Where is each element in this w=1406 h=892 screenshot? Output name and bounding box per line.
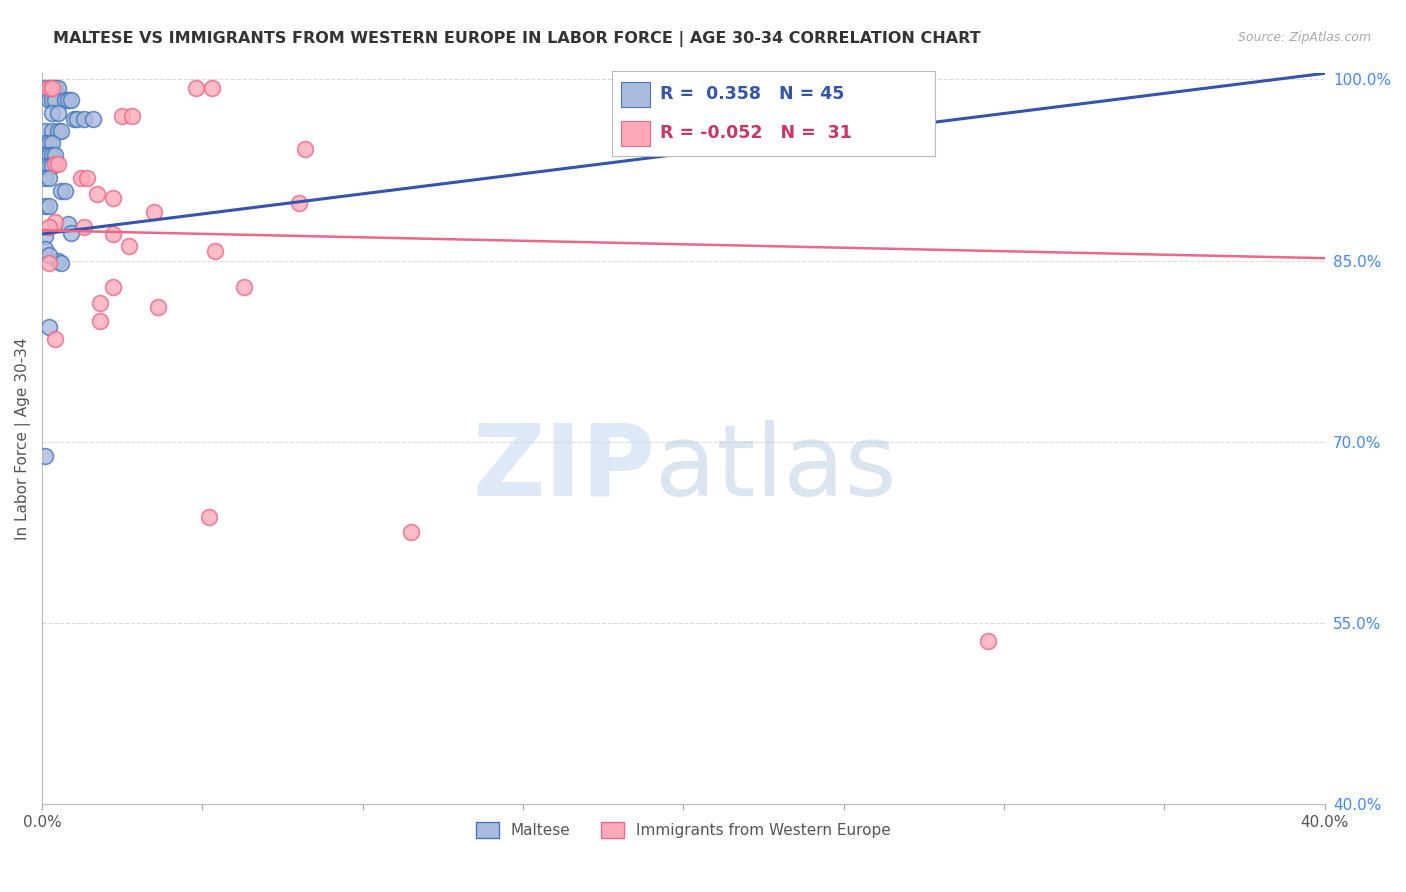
Point bbox=[101, 227, 124, 241]
Point bbox=[73, 219, 96, 234]
Point bbox=[38, 199, 60, 213]
Point bbox=[38, 320, 60, 334]
Point bbox=[82, 112, 104, 127]
Point bbox=[34, 450, 56, 464]
Point bbox=[118, 239, 141, 253]
Point bbox=[41, 80, 63, 95]
Bar bbox=[621, 81, 651, 107]
Point bbox=[53, 93, 76, 107]
Point bbox=[89, 314, 111, 328]
Text: R = -0.052   N =  31: R = -0.052 N = 31 bbox=[661, 124, 852, 142]
Y-axis label: In Labor Force | Age 30-34: In Labor Force | Age 30-34 bbox=[15, 337, 31, 540]
Text: R =  0.358   N = 45: R = 0.358 N = 45 bbox=[661, 86, 845, 103]
Point bbox=[44, 215, 66, 229]
Text: MALTESE VS IMMIGRANTS FROM WESTERN EUROPE IN LABOR FORCE | AGE 30-34 CORRELATION: MALTESE VS IMMIGRANTS FROM WESTERN EUROP… bbox=[53, 31, 981, 47]
Point bbox=[204, 244, 226, 258]
Point bbox=[76, 171, 98, 186]
Point bbox=[41, 80, 63, 95]
Point bbox=[101, 280, 124, 294]
Point bbox=[53, 184, 76, 198]
Point bbox=[201, 80, 224, 95]
Point bbox=[101, 191, 124, 205]
Text: Source: ZipAtlas.com: Source: ZipAtlas.com bbox=[1237, 31, 1371, 45]
Point bbox=[46, 124, 69, 138]
Point bbox=[34, 136, 56, 151]
Point bbox=[34, 242, 56, 256]
Point bbox=[46, 253, 69, 268]
Point bbox=[41, 93, 63, 107]
Point bbox=[38, 93, 60, 107]
Point bbox=[34, 229, 56, 244]
Point bbox=[294, 143, 316, 157]
Point bbox=[41, 136, 63, 151]
Point bbox=[34, 148, 56, 162]
Point bbox=[41, 148, 63, 162]
Point bbox=[46, 80, 69, 95]
Point bbox=[51, 256, 73, 270]
Point bbox=[59, 226, 82, 240]
Point bbox=[38, 136, 60, 151]
Point bbox=[34, 124, 56, 138]
Point bbox=[146, 300, 169, 314]
Point bbox=[34, 199, 56, 213]
Point bbox=[51, 124, 73, 138]
Point bbox=[233, 280, 256, 294]
Point bbox=[41, 159, 63, 173]
Point bbox=[46, 157, 69, 171]
Point bbox=[34, 159, 56, 173]
Point bbox=[44, 332, 66, 346]
Text: atlas: atlas bbox=[655, 419, 897, 516]
Point bbox=[977, 634, 1000, 648]
Point bbox=[73, 112, 96, 127]
Point bbox=[111, 109, 134, 123]
Point bbox=[66, 112, 89, 127]
Point bbox=[143, 205, 166, 219]
Point bbox=[121, 109, 143, 123]
Point bbox=[38, 148, 60, 162]
Point bbox=[34, 80, 56, 95]
Point bbox=[86, 187, 108, 202]
Bar bbox=[621, 120, 651, 146]
Point bbox=[44, 157, 66, 171]
Point bbox=[56, 218, 79, 232]
Point bbox=[38, 171, 60, 186]
Point bbox=[46, 106, 69, 120]
Point bbox=[41, 124, 63, 138]
Point bbox=[44, 148, 66, 162]
Point bbox=[34, 171, 56, 186]
Legend: Maltese, Immigrants from Western Europe: Maltese, Immigrants from Western Europe bbox=[470, 816, 897, 844]
Point bbox=[399, 525, 422, 540]
Point bbox=[287, 195, 309, 210]
Point bbox=[184, 80, 207, 95]
Point bbox=[51, 184, 73, 198]
Point bbox=[38, 247, 60, 261]
Text: ZIP: ZIP bbox=[472, 419, 655, 516]
Point bbox=[44, 80, 66, 95]
Point bbox=[56, 93, 79, 107]
Point bbox=[38, 256, 60, 270]
Point bbox=[63, 112, 86, 127]
Point bbox=[44, 93, 66, 107]
Point bbox=[38, 219, 60, 234]
Point bbox=[89, 296, 111, 310]
Point bbox=[38, 159, 60, 173]
Point bbox=[59, 93, 82, 107]
Point bbox=[41, 106, 63, 120]
Point bbox=[38, 80, 60, 95]
Point bbox=[198, 509, 221, 524]
Point bbox=[69, 171, 91, 186]
